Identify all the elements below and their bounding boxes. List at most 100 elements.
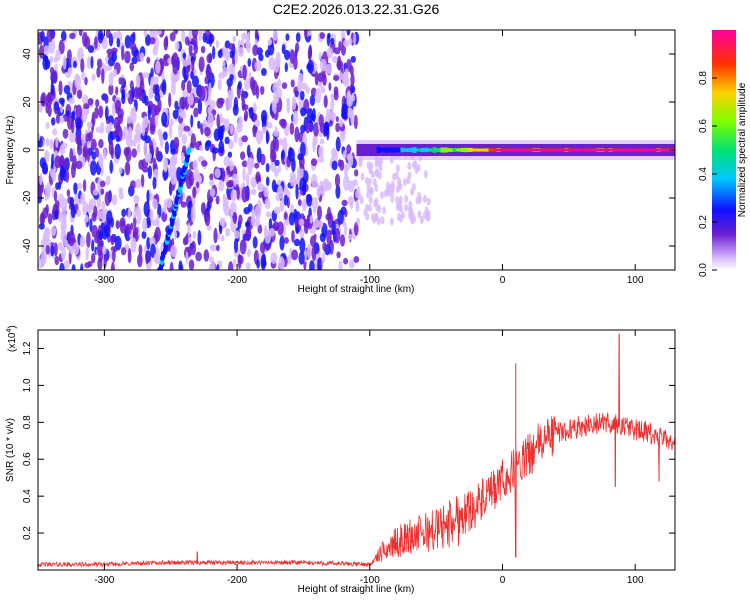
noise-cell — [45, 122, 50, 130]
noise-cell — [239, 239, 247, 255]
noise-cell — [120, 247, 127, 256]
noise-cell — [379, 191, 384, 200]
noise-cell — [353, 114, 358, 130]
noise-cell — [109, 159, 113, 174]
noise-cell — [40, 238, 46, 251]
noise-cell — [38, 103, 43, 113]
noise-cell — [141, 230, 147, 239]
noise-cell — [188, 259, 195, 270]
noise-cell — [59, 262, 65, 270]
tone-cell — [372, 147, 377, 153]
noise-cell — [118, 187, 124, 194]
y-tick-label: 0 — [22, 147, 33, 153]
noise-cell — [142, 166, 149, 173]
noise-cell — [348, 259, 355, 269]
noise-cell — [206, 53, 212, 64]
noise-cell — [246, 40, 251, 54]
noise-cell — [344, 222, 348, 237]
noise-cell — [195, 251, 202, 262]
noise-cell — [221, 124, 225, 133]
noise-cell — [383, 189, 388, 198]
noise-cell — [208, 263, 212, 270]
noise-cell — [124, 35, 131, 49]
noise-cell — [86, 56, 92, 70]
noise-cell — [199, 85, 206, 102]
noise-cell — [112, 31, 118, 39]
snr-xlabel: Height of straight line (km) — [298, 584, 415, 595]
noise-cell — [130, 237, 137, 253]
noise-cell — [208, 179, 215, 187]
noise-cell — [262, 260, 267, 268]
noise-cell — [243, 115, 248, 122]
noise-cell — [320, 86, 326, 94]
noise-cell — [209, 173, 214, 181]
noise-cell — [309, 215, 313, 224]
noise-cell — [374, 183, 379, 192]
noise-cell — [47, 213, 53, 225]
noise-cell — [331, 160, 338, 171]
noise-cell — [221, 66, 229, 77]
noise-cell — [63, 84, 71, 95]
spectrogram-xlabel: Height of straight line (km) — [298, 284, 415, 295]
noise-cell — [299, 228, 305, 239]
noise-cell — [254, 60, 262, 72]
noise-cell — [210, 260, 216, 270]
noise-cell — [105, 175, 111, 186]
noise-cell — [162, 131, 168, 141]
noise-cell — [111, 51, 117, 63]
noise-cell — [331, 220, 336, 235]
noise-cell — [90, 138, 97, 151]
x-tick-label: -200 — [227, 575, 247, 586]
noise-cell — [139, 52, 145, 62]
noise-cell — [252, 44, 259, 56]
noise-cell — [135, 122, 141, 139]
noise-cell — [254, 119, 261, 127]
noise-cell — [90, 56, 94, 69]
noise-cell — [245, 226, 251, 242]
noise-cell — [60, 105, 64, 114]
noise-cell — [279, 197, 285, 212]
noise-cell — [315, 87, 322, 104]
noise-cell — [192, 231, 197, 239]
noise-cell — [422, 194, 427, 203]
noise-cell — [286, 99, 291, 114]
x-tick-label: 0 — [500, 575, 506, 586]
noise-cell — [237, 80, 242, 90]
noise-cell — [257, 224, 263, 234]
noise-cell — [277, 185, 284, 200]
noise-cell — [186, 53, 191, 66]
noise-cell — [404, 203, 409, 212]
noise-cell — [265, 163, 270, 173]
noise-cell — [59, 117, 65, 124]
x-tick-label: -300 — [94, 575, 114, 586]
noise-cell — [75, 122, 82, 130]
noise-cell — [188, 171, 195, 186]
noise-cell — [61, 198, 68, 211]
noise-cell — [154, 84, 160, 96]
noise-cell — [40, 212, 45, 225]
snr-line — [38, 333, 675, 569]
tone-cell — [448, 148, 453, 152]
noise-cell — [322, 241, 327, 252]
noise-cell — [204, 210, 211, 227]
noise-cell — [366, 190, 371, 199]
streak-cell — [187, 147, 192, 153]
noise-cell — [220, 235, 225, 242]
noise-cell — [335, 136, 341, 152]
noise-cell — [146, 237, 151, 250]
noise-cell — [317, 257, 322, 270]
y-tick-label: -20 — [22, 190, 33, 205]
noise-cell — [311, 196, 319, 210]
noise-cell — [333, 90, 339, 101]
noise-cell — [227, 89, 232, 99]
noise-cell — [417, 210, 422, 219]
noise-cell — [204, 76, 209, 85]
noise-cell — [243, 207, 250, 215]
noise-cell — [365, 177, 369, 185]
noise-cell — [235, 184, 239, 192]
noise-cell — [129, 62, 135, 72]
noise-cell — [147, 165, 153, 179]
noise-cell — [387, 188, 392, 197]
noise-cell — [133, 137, 137, 147]
noise-cell — [81, 107, 88, 117]
